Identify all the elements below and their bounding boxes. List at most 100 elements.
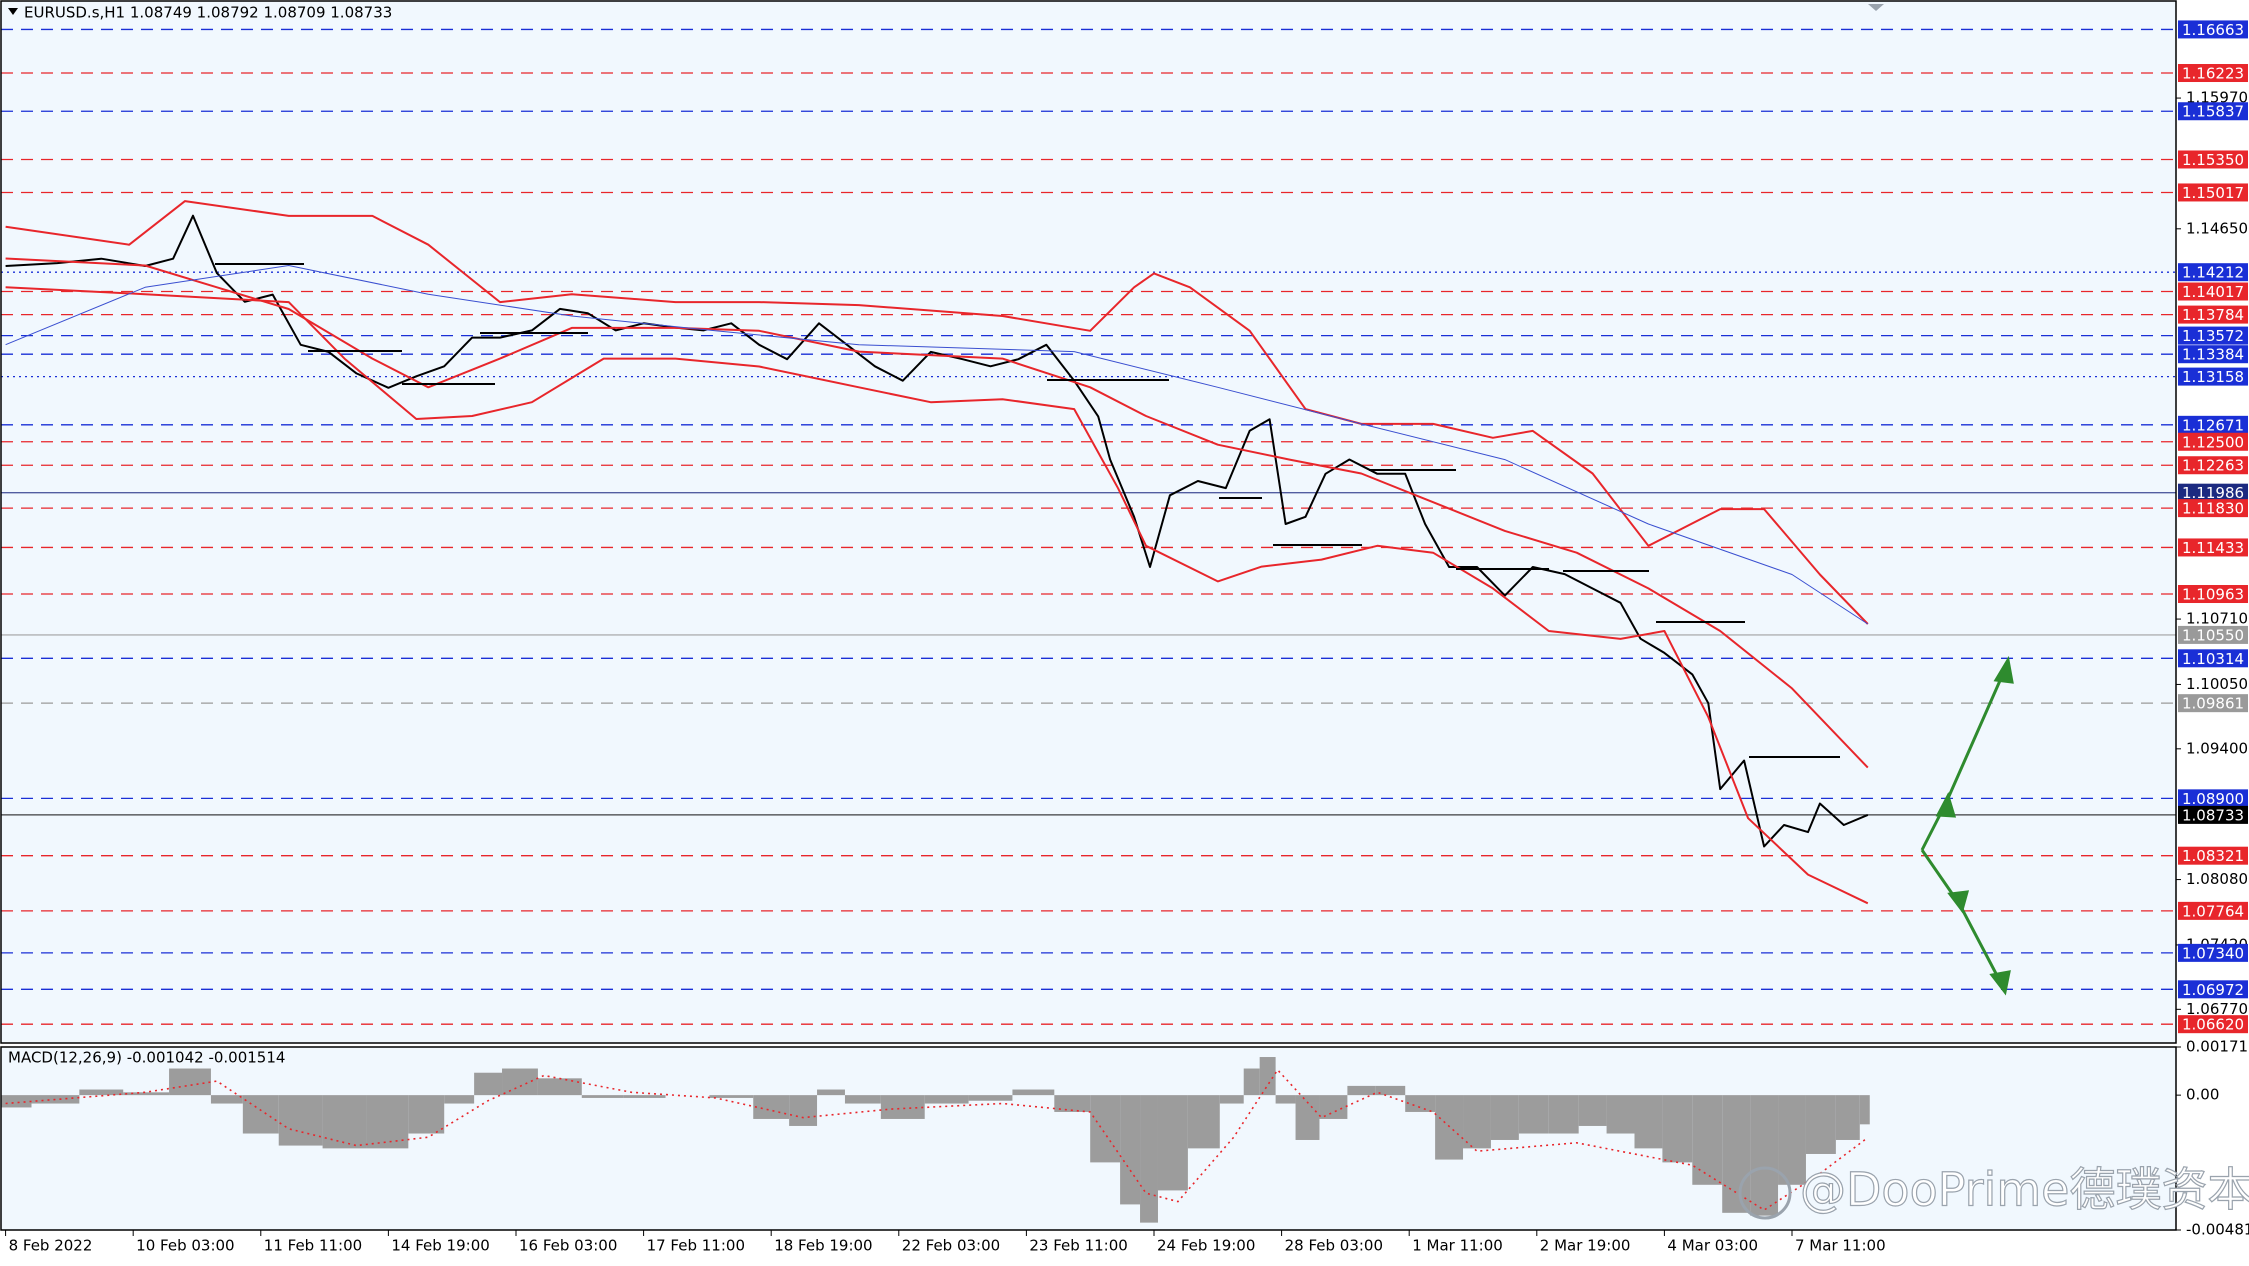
- level-label-box: [2178, 943, 2248, 962]
- macd-bar: [210, 1095, 243, 1104]
- level-label: 1.15017: [2182, 184, 2244, 202]
- macd-bar: [1463, 1095, 1491, 1149]
- level-label-box: [2178, 263, 2248, 282]
- level-label-box: [2178, 538, 2248, 557]
- x-tick-label: 7 Mar 11:00: [1795, 1237, 1886, 1255]
- level-label-box: [2178, 585, 2248, 604]
- price-line: [5, 214, 1869, 848]
- macd-bar: [278, 1095, 323, 1146]
- level-label: 1.14017: [2182, 283, 2244, 301]
- macd-bar: [709, 1095, 754, 1098]
- macd-bar: [817, 1089, 845, 1096]
- level-label: 1.06620: [2182, 1016, 2244, 1034]
- macd-bar: [1835, 1095, 1860, 1140]
- level-label-box: [2178, 456, 2248, 475]
- level-label: 1.13384: [2182, 346, 2244, 364]
- watermark: @DooPrime德璞资本: [1738, 1162, 2249, 1220]
- level-label: 1.10314: [2182, 650, 2244, 668]
- macd-bar: [1157, 1095, 1188, 1191]
- x-tick-label: 11 Feb 11:00: [264, 1237, 362, 1255]
- macd-bar: [1054, 1095, 1091, 1112]
- macd-panel: [1, 1057, 1870, 1223]
- level-label: 1.12263: [2182, 457, 2244, 475]
- macd-bar: [1243, 1068, 1260, 1096]
- macd-bar: [581, 1095, 624, 1098]
- y-tick-label: 1.14650: [2186, 219, 2248, 237]
- level-label-box: [2178, 305, 2248, 324]
- y-tick-label: -0.004813: [2186, 1221, 2249, 1239]
- level-label: 1.07340: [2182, 944, 2244, 962]
- level-label-box: [2178, 625, 2248, 644]
- level-label-box: [2178, 980, 2248, 999]
- y-tick-label: 1.06770: [2186, 1000, 2248, 1018]
- level-label: 1.10963: [2182, 586, 2244, 604]
- level-label-box: [2178, 805, 2248, 824]
- macd-bar: [1518, 1095, 1549, 1134]
- chart-title: EURUSD.s,H1 1.08749 1.08792 1.08709 1.08…: [24, 4, 392, 22]
- macd-bar: [1295, 1095, 1320, 1140]
- macd-bar: [242, 1095, 279, 1134]
- macd-bar: [169, 1068, 211, 1096]
- macd-bar: [1, 1095, 32, 1108]
- x-tick-label: 14 Feb 19:00: [391, 1237, 489, 1255]
- x-tick-label: 17 Feb 11:00: [647, 1237, 745, 1255]
- macd-bar: [844, 1095, 881, 1104]
- level-label: 1.15350: [2182, 151, 2244, 169]
- macd-bar: [789, 1095, 818, 1126]
- level-label: 1.08900: [2182, 790, 2244, 808]
- macd-title: MACD(12,26,9) -0.001042 -0.001514: [8, 1049, 285, 1067]
- macd-bar: [1275, 1095, 1296, 1104]
- macd-bar: [502, 1068, 538, 1096]
- macd-bar: [1219, 1095, 1244, 1104]
- y-tick-label: 1.15970: [2186, 89, 2248, 107]
- macd-bar: [1435, 1095, 1464, 1160]
- level-label-box: [2178, 415, 2248, 434]
- macd-bar: [1090, 1095, 1121, 1163]
- macd-bar: [1548, 1095, 1579, 1134]
- x-tick-label: 4 Mar 03:00: [1667, 1237, 1758, 1255]
- level-label: 1.11830: [2182, 500, 2244, 518]
- watermark-text: @DooPrime德璞资本: [1800, 1163, 2249, 1217]
- level-label: 1.11433: [2182, 539, 2244, 557]
- level-label-box: [2178, 367, 2248, 386]
- level-label: 1.16223: [2182, 65, 2244, 83]
- macd-bar: [1140, 1095, 1158, 1223]
- x-tick-label: 1 Mar 11:00: [1412, 1237, 1503, 1255]
- level-label-box: [2178, 432, 2248, 451]
- arrow-head: [1935, 792, 1957, 818]
- macd-bar: [753, 1095, 790, 1119]
- macd-bar: [322, 1095, 367, 1149]
- macd-bar: [366, 1095, 409, 1149]
- level-label: 1.13572: [2182, 327, 2244, 345]
- level-label: 1.15837: [2182, 103, 2244, 121]
- level-label-box: [2178, 846, 2248, 865]
- arrow-head: [1989, 970, 2011, 996]
- level-label: 1.11986: [2182, 484, 2244, 502]
- macd-bar: [123, 1092, 170, 1096]
- level-label: 1.08321: [2182, 847, 2244, 865]
- main-frame: [0, 0, 2177, 1044]
- level-label-box: [2178, 183, 2248, 202]
- arrow-head: [1993, 655, 2014, 684]
- level-label-box: [2178, 64, 2248, 83]
- main-plot-area: [1, 1, 2176, 1043]
- macd-bar: [1662, 1095, 1693, 1163]
- macd-bar: [537, 1078, 582, 1096]
- macd-bar: [880, 1095, 925, 1119]
- y-tick-label: 1.10050: [2186, 675, 2248, 693]
- watermark-logo: [1738, 1166, 1792, 1220]
- macd-bar: [1778, 1095, 1806, 1185]
- level-label-box: [2178, 282, 2248, 301]
- macd-bar: [1405, 1095, 1436, 1112]
- x-tick-label: 22 Feb 03:00: [902, 1237, 1000, 1255]
- macd-bar: [79, 1089, 124, 1096]
- y-tick-label: 1.10710: [2186, 610, 2248, 628]
- levels: [1, 28, 2176, 1025]
- macd-bar: [1859, 1095, 1870, 1125]
- series: [5, 200, 1869, 905]
- x-tick-label: 10 Feb 03:00: [136, 1237, 234, 1255]
- level-label: 1.13158: [2182, 368, 2244, 386]
- scroll-marker: [1868, 4, 1884, 11]
- y-tick-label: 0.00: [2186, 1086, 2219, 1104]
- macd-bar: [1606, 1095, 1635, 1134]
